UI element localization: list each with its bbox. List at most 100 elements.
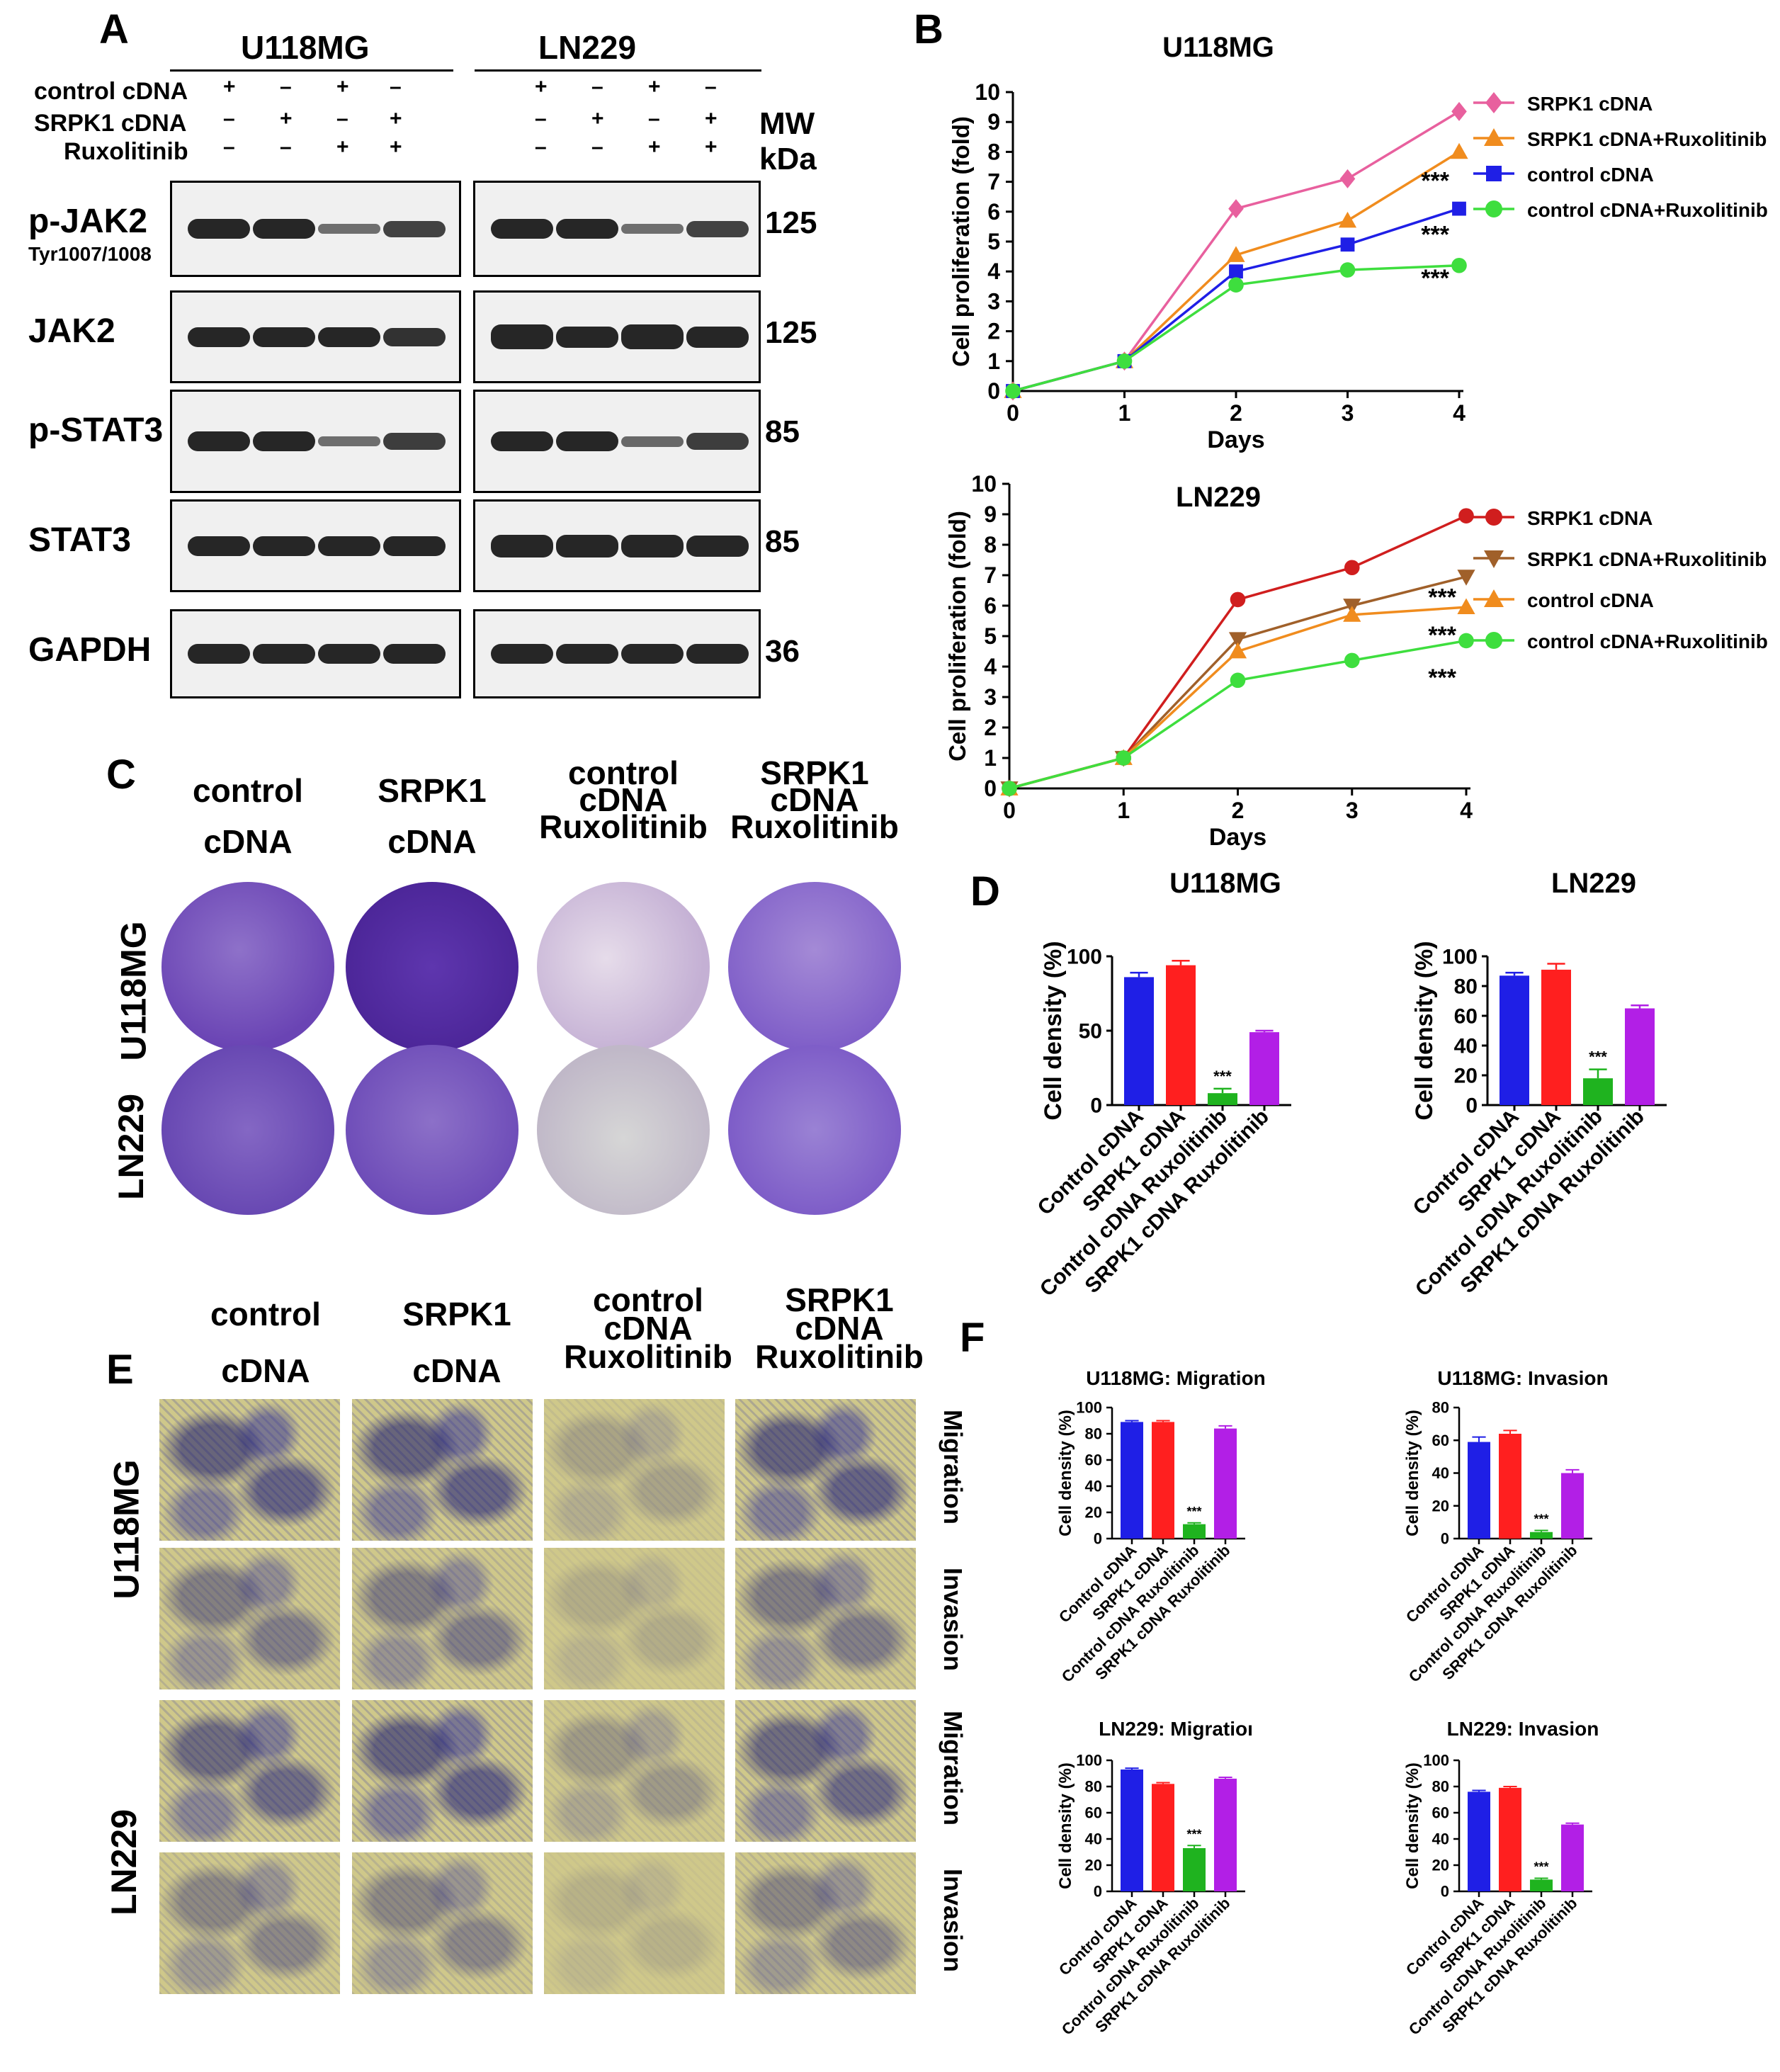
- underline-ln229: [475, 69, 761, 72]
- bar: [1124, 977, 1154, 1105]
- y-tick-label: 20: [1085, 1504, 1102, 1522]
- c-row-label-ln229: LN229: [111, 1093, 152, 1201]
- e-column-header: SRPK1 cDNA Ruxolitinib: [733, 1284, 946, 1373]
- x-axis-label: Days: [1207, 426, 1264, 453]
- error-bar: [1631, 1004, 1649, 1009]
- error-bar: [1187, 1522, 1201, 1524]
- error-bar: [1472, 1436, 1486, 1442]
- protein-sublabel: Tyr1007/1008: [28, 243, 152, 265]
- y-tick-label: 40: [1454, 1035, 1478, 1058]
- blot-band: [621, 436, 684, 447]
- bar: [1499, 1787, 1521, 1891]
- y-tick-label: 1: [987, 349, 1000, 374]
- y-tick-label: 3: [984, 684, 997, 710]
- chart-marker: [1343, 606, 1361, 622]
- e-header-line: control: [210, 1296, 321, 1332]
- chart-marker: [1458, 633, 1474, 649]
- chart-marker: [1116, 750, 1132, 766]
- c-column-header: control cDNA: [142, 765, 354, 867]
- chart-axes: [1002, 482, 1470, 796]
- panel-label-b: B: [914, 6, 943, 52]
- e-header-line: cDNA: [795, 1310, 884, 1347]
- y-tick-label: 40: [1432, 1830, 1449, 1848]
- e-side-label: Invasion: [939, 1868, 968, 1973]
- blot-band: [556, 644, 618, 664]
- y-tick-label: 3: [987, 288, 1000, 314]
- y-tick-label: 10: [971, 471, 997, 497]
- blot-band: [383, 327, 446, 346]
- chart-marker: [1229, 264, 1243, 279]
- mw-value: 85: [765, 414, 800, 449]
- error-bar: [1589, 1068, 1607, 1079]
- chart-marker: [1485, 92, 1502, 113]
- y-tick-label: 0: [984, 776, 997, 801]
- condition-sign: –: [591, 75, 603, 98]
- bar: [1530, 1532, 1553, 1539]
- y-tick-label: 0: [1441, 1883, 1449, 1901]
- y-tick-label: 5: [987, 229, 1000, 254]
- c-row-label-u118mg: U118MG: [113, 921, 154, 1061]
- colony-plate: [346, 882, 518, 1052]
- protein-label: JAK2: [28, 312, 115, 350]
- series-line: [1012, 207, 1460, 392]
- y-axis-label: Cell density (%): [1056, 1410, 1075, 1536]
- blot-membrane: [473, 181, 761, 277]
- panel-label-d: D: [970, 868, 1000, 915]
- panel-label-c: C: [106, 752, 136, 798]
- bar: [1208, 1093, 1237, 1105]
- bar: [1121, 1422, 1143, 1539]
- condition-sign: +: [648, 135, 661, 159]
- y-tick-label: 80: [1085, 1778, 1102, 1796]
- chart-marker: [1344, 560, 1360, 576]
- y-tick-label: 100: [1442, 946, 1478, 969]
- colony-plate: [346, 1045, 518, 1215]
- y-axis-label: Cell density (%): [1040, 941, 1067, 1120]
- e-row-label-ln229: LN229: [104, 1808, 144, 1916]
- bar: [1152, 1784, 1174, 1891]
- blot-band: [556, 534, 618, 557]
- chart-title: LN229: Migratioı: [1099, 1718, 1253, 1740]
- condition-sign: +: [390, 135, 402, 159]
- significance-mark: ***: [1421, 168, 1449, 195]
- significance-mark: ***: [1428, 622, 1456, 649]
- blot-membrane: [170, 499, 461, 592]
- condition-sign: –: [705, 75, 717, 98]
- mw-value: 125: [765, 315, 817, 350]
- blot-band: [318, 644, 380, 664]
- c-column-header: SRPK1 cDNA: [326, 765, 538, 867]
- legend-entry: control cDNA+Ruxolitinib: [1473, 630, 1768, 652]
- y-tick-label: 50: [1079, 1020, 1102, 1043]
- e-row-label-u118mg: U118MG: [106, 1459, 147, 1600]
- blot-band: [491, 219, 553, 239]
- x-tick-label: 2: [1232, 798, 1245, 823]
- chart-marker: [1450, 142, 1468, 159]
- c-column-header: control cDNA Ruxolitinib: [517, 757, 730, 843]
- condition-label: SRPK1 cDNA: [34, 110, 187, 137]
- condition-sign: –: [535, 107, 547, 130]
- y-tick-label: 7: [984, 562, 997, 588]
- blot-band: [188, 644, 250, 664]
- significance-mark: ***: [1534, 1512, 1548, 1526]
- chart-marker: [1005, 383, 1021, 399]
- series-2: [1006, 201, 1466, 398]
- significance-mark: ***: [1421, 265, 1449, 292]
- e-column-header: control cDNA Ruxolitinib: [542, 1284, 754, 1373]
- legend-label: SRPK1 cDNA: [1527, 93, 1653, 115]
- bar: [1499, 1434, 1521, 1539]
- e-header-line: cDNA: [221, 1352, 310, 1389]
- colony-plate: [728, 1045, 901, 1215]
- error-bar: [1218, 1777, 1232, 1779]
- blot-band: [383, 220, 446, 237]
- legend-label: control cDNA: [1527, 164, 1654, 186]
- chart-marker: [1338, 211, 1357, 228]
- chart-title: U118MG: [1162, 32, 1274, 63]
- transwell-micrograph: [544, 1852, 725, 1994]
- error-bar: [1156, 1420, 1170, 1422]
- chart-marker: [1485, 632, 1502, 649]
- bar: [1625, 1008, 1655, 1105]
- blot-band: [491, 324, 553, 349]
- c-column-header: SRPK1 cDNA Ruxolitinib: [708, 757, 921, 843]
- significance-mark: ***: [1534, 1860, 1548, 1874]
- blot-band: [253, 431, 315, 451]
